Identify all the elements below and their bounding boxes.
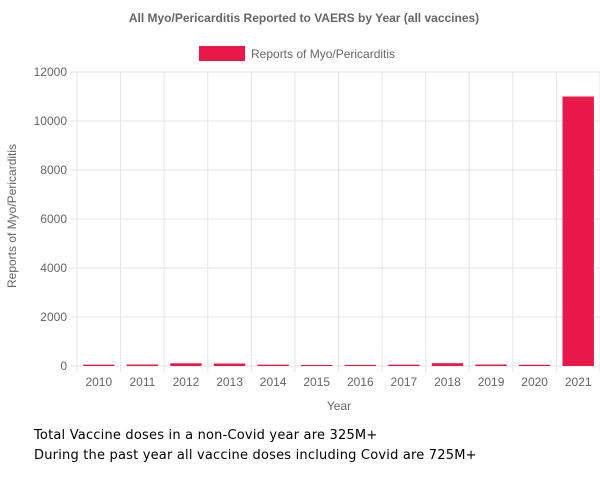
x-tick-label: 2010 xyxy=(85,375,112,389)
x-axis-title: Year xyxy=(327,399,351,413)
bar-2014 xyxy=(257,364,289,366)
bar-2011 xyxy=(126,364,159,366)
y-tick-label: 2000 xyxy=(40,310,67,324)
bars xyxy=(83,96,594,366)
bar-2018 xyxy=(431,363,464,366)
y-tick-label: 10000 xyxy=(34,114,68,128)
y-tick-label: 4000 xyxy=(40,261,67,275)
bar-chart: All Myo/Pericarditis Reported to VAERS b… xyxy=(5,11,600,413)
gridlines xyxy=(71,71,600,372)
bar-2019 xyxy=(475,364,507,366)
legend-swatch xyxy=(199,46,245,61)
bar-2013 xyxy=(213,363,246,366)
bar-2021 xyxy=(562,96,594,366)
note-line-1: Total Vaccine doses in a non-Covid year … xyxy=(34,428,378,443)
chart-title: All Myo/Pericarditis Reported to VAERS b… xyxy=(129,11,479,25)
y-tick-label: 8000 xyxy=(40,163,67,177)
x-tick-label: 2019 xyxy=(478,375,505,389)
x-tick-label: 2018 xyxy=(434,375,461,389)
y-axis-title: Reports of Myo/Pericarditis xyxy=(5,144,19,288)
y-tick-label: 12000 xyxy=(34,65,68,79)
bar-2020 xyxy=(518,364,551,366)
x-tick-label: 2014 xyxy=(260,375,287,389)
y-tick-label: 0 xyxy=(60,359,67,373)
bar-2016 xyxy=(344,364,376,366)
x-tick-label: 2021 xyxy=(565,375,592,389)
bar-2017 xyxy=(388,364,420,366)
x-tick-label: 2013 xyxy=(216,375,243,389)
y-tick-label: 6000 xyxy=(40,212,67,226)
bar-2015 xyxy=(301,365,333,366)
x-tick-label: 2015 xyxy=(303,375,330,389)
legend-label: Reports of Myo/Pericarditis xyxy=(251,47,395,61)
bar-2012 xyxy=(170,363,202,366)
x-tick-label: 2017 xyxy=(391,375,418,389)
x-axis-ticks: 2010 2011 2012 2013 2014 2015 2016 2017 2018 2019… xyxy=(85,375,591,389)
legend: Reports of Myo/Pericarditis xyxy=(199,46,395,61)
note-line-2: During the past year all vaccine doses i… xyxy=(34,448,477,463)
x-tick-label: 2020 xyxy=(521,375,548,389)
bar-2010 xyxy=(83,364,115,366)
y-axis-ticks: 0 2000 4000 6000 8000 10000 12000 xyxy=(34,65,68,373)
x-tick-label: 2012 xyxy=(173,375,200,389)
x-tick-label: 2016 xyxy=(347,375,374,389)
x-tick-label: 2011 xyxy=(129,375,155,389)
